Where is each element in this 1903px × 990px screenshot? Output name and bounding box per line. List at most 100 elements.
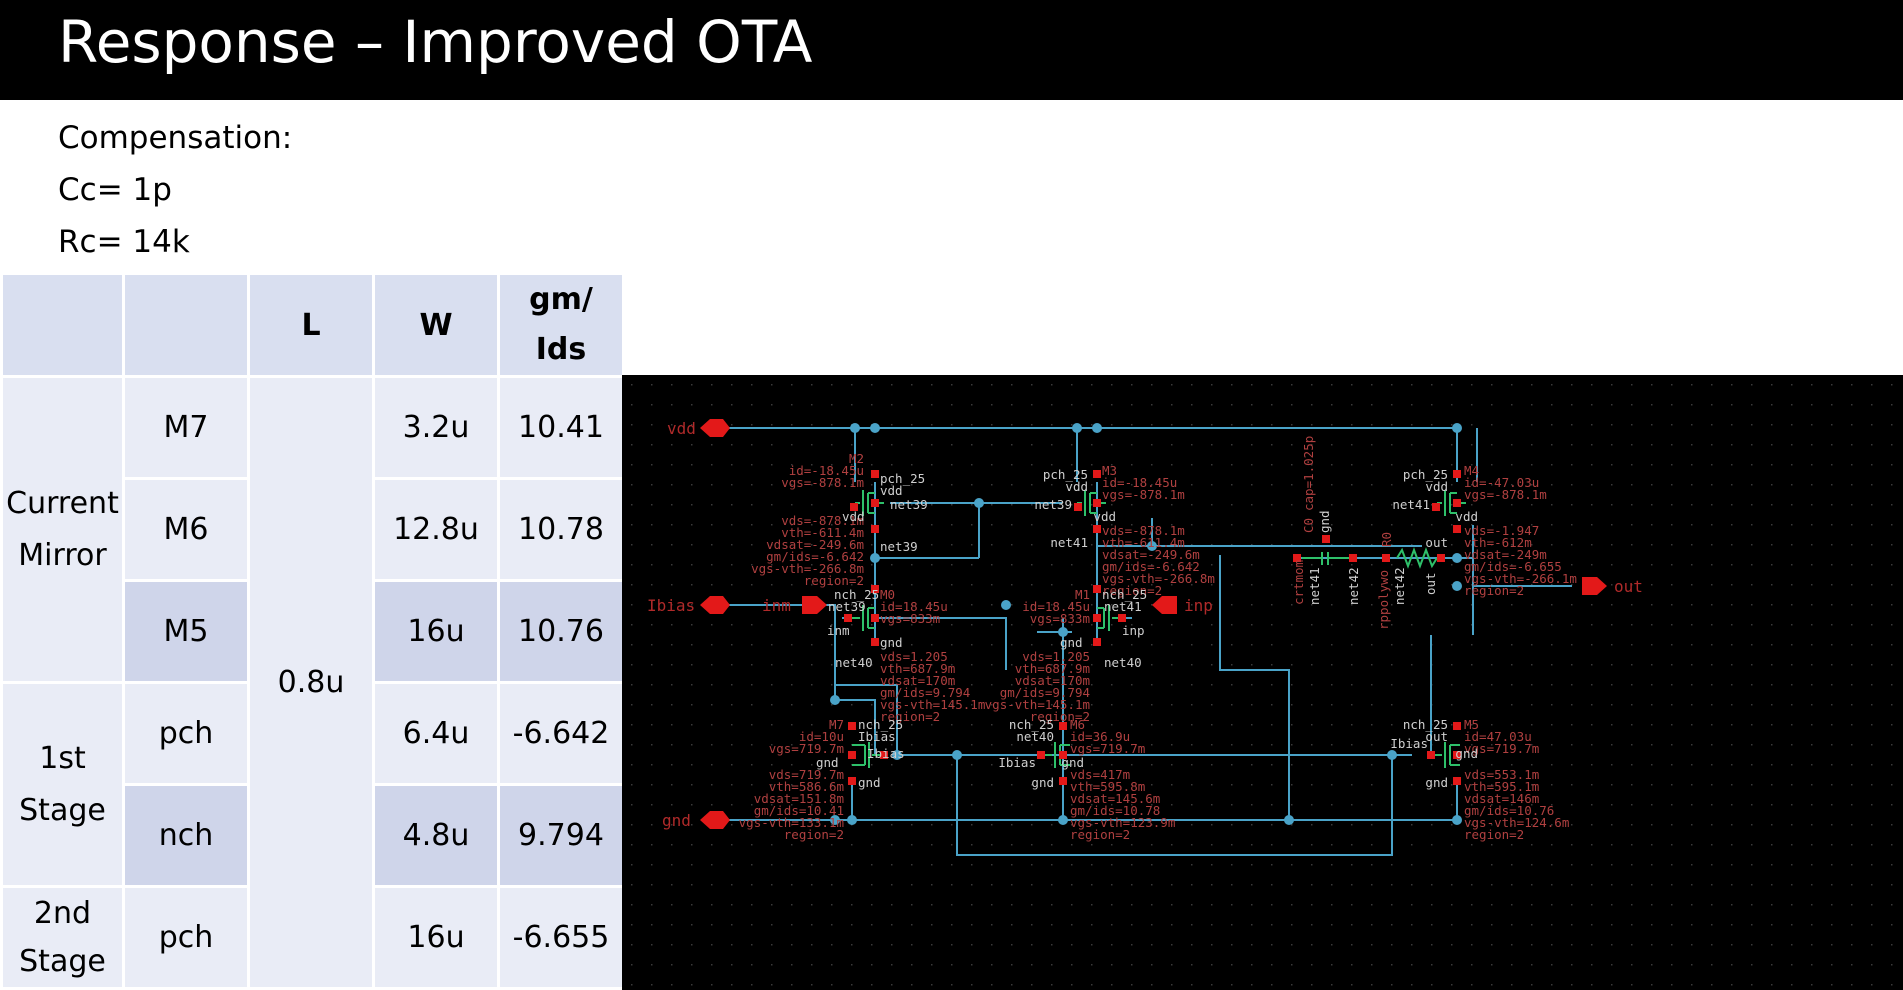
m0-region: region=2 bbox=[880, 709, 940, 724]
m1-vov: vgs-vth=145.1m bbox=[985, 697, 1090, 712]
m7-region: region=2 bbox=[784, 827, 844, 842]
inm-label: inm bbox=[762, 596, 791, 615]
schematic-canvas: vdd Ibias gnd inm inp out M2 id=-18.45u … bbox=[622, 375, 1903, 990]
r0-name: R0 bbox=[1379, 532, 1394, 547]
m2-vgs: vgs=-878.1m bbox=[781, 475, 864, 490]
m0-terminal: gnd bbox=[880, 635, 903, 650]
table-header-row: L W gm/Ids bbox=[0, 272, 625, 378]
m0-vdsat: vdsat=170m bbox=[880, 673, 955, 688]
m7-id: id=10u bbox=[799, 729, 844, 744]
header-l: L bbox=[247, 272, 375, 378]
m1-terminal: net40 bbox=[1104, 655, 1142, 670]
gmids-cell: 10.78 bbox=[497, 477, 625, 582]
c0-annotation: C0 cap=1.025p gnd crtmom net41 net42 bbox=[1291, 436, 1361, 605]
m4-region: region=2 bbox=[1464, 583, 1524, 598]
m4-annotation: M4 id=-47.03u vgs=-878.1m vds=-1.947 vth… bbox=[1392, 463, 1577, 598]
m7-vgs: vgs=719.7m bbox=[769, 741, 844, 756]
m5-vth: vth=595.1m bbox=[1464, 779, 1539, 794]
gmids-cell: 10.41 bbox=[497, 375, 625, 480]
m0-symbol bbox=[850, 605, 875, 631]
m6-model: nch_25 bbox=[1009, 717, 1054, 732]
m6-vth: vth=595.8m bbox=[1070, 779, 1145, 794]
m0-vov: vgs-vth=145.1m bbox=[880, 697, 985, 712]
m5-gmids: gm/ids=10.76 bbox=[1464, 803, 1554, 818]
m5-symbol bbox=[1432, 742, 1460, 768]
c0-cap: cap=1.025p bbox=[1301, 436, 1316, 511]
m2-terminal: net39 bbox=[890, 497, 928, 512]
device-cell: M6 bbox=[122, 477, 250, 582]
header-device bbox=[122, 272, 250, 378]
m1-gmids: gm/ids=9.794 bbox=[1000, 685, 1090, 700]
m2-vov: vgs-vth=-266.8m bbox=[751, 561, 864, 576]
group-label: 2nd bbox=[33, 895, 92, 931]
m3-vdsat: vdsat=-249.6m bbox=[1102, 547, 1200, 562]
m1-terminal: net41 bbox=[1104, 599, 1142, 614]
table-row: 1st Stage pch 6.4u -6.642 bbox=[0, 681, 625, 888]
m7-vov: vgs-vth=133.1m bbox=[739, 815, 844, 830]
m3-terminal: net39 bbox=[1034, 497, 1072, 512]
m2-annotation: M2 id=-18.45u vgs=-878.1m vds=-878.1m vt… bbox=[751, 451, 928, 588]
pin-labels: vdd Ibias gnd inm inp out bbox=[647, 419, 1643, 830]
m6-gmids: gm/ids=10.78 bbox=[1070, 803, 1160, 818]
m4-vds: vds=-1.947 bbox=[1464, 523, 1539, 538]
schematic-panel: vdd Ibias gnd inm inp out M2 id=-18.45u … bbox=[622, 375, 1903, 990]
m0-id: id=18.45u bbox=[880, 599, 948, 614]
r0-symbol bbox=[1396, 547, 1438, 569]
m7-terminal: gnd bbox=[816, 755, 839, 770]
m2-model: pch_25 bbox=[880, 471, 925, 486]
m7-model: nch_25 bbox=[858, 717, 903, 732]
m3-vov: vgs-vth=-266.8m bbox=[1102, 571, 1215, 586]
m1-terminal: gnd bbox=[1060, 635, 1083, 650]
m4-vgs: vgs=-878.1m bbox=[1464, 487, 1547, 502]
compensation-notes: Compensation: Cc= 1p Rc= 14k bbox=[58, 112, 292, 268]
r0-terminal: out bbox=[1423, 572, 1438, 595]
m0-terminal: net40 bbox=[835, 655, 873, 670]
header-gmids: gm/Ids bbox=[497, 272, 625, 378]
rc-value: Rc= 14k bbox=[58, 224, 190, 260]
m2-vth: vth=-611.4m bbox=[781, 525, 864, 540]
vdd-label: vdd bbox=[667, 419, 696, 438]
gmids-cell: 10.76 bbox=[497, 579, 625, 684]
m2-terminal: vdd bbox=[842, 509, 865, 524]
compensation-heading: Compensation: bbox=[58, 120, 293, 156]
c0-model: crtmom bbox=[1291, 560, 1306, 605]
out-label: out bbox=[1614, 577, 1643, 596]
w-cell: 4.8u bbox=[372, 783, 500, 888]
m7-vth: vth=586.6m bbox=[769, 779, 844, 794]
title-bar: Response – Improved OTA bbox=[0, 0, 1903, 100]
m7-vds: vds=719.7m bbox=[769, 767, 844, 782]
m3-id: id=-18.45u bbox=[1102, 475, 1177, 490]
m5-terminal: out bbox=[1425, 729, 1448, 744]
m0-vds: vds=1.205 bbox=[880, 649, 948, 664]
m3-vgs: vgs=-878.1m bbox=[1102, 487, 1185, 502]
m0-annotation: M0 id=18.45u vgs=833m vds=1.205 vth=687.… bbox=[827, 587, 985, 724]
m2-id: id=-18.45u bbox=[789, 463, 864, 478]
header-gmids-bottom: Ids bbox=[535, 332, 587, 367]
l-value-cell: 0.8u bbox=[247, 375, 375, 990]
m6-vov: vgs-vth=123.9m bbox=[1070, 815, 1175, 830]
m5-terminal: gnd bbox=[1425, 775, 1448, 790]
m5-vds: vds=553.1m bbox=[1464, 767, 1539, 782]
m0-gmids: gm/ids=9.794 bbox=[880, 685, 970, 700]
m4-model: pch_25 bbox=[1403, 467, 1448, 482]
c0-terminal: net42 bbox=[1346, 567, 1361, 605]
m2-vds: vds=-878.1m bbox=[781, 513, 864, 528]
r0-terminal: net42 bbox=[1392, 567, 1407, 605]
m3-terminal: net41 bbox=[1050, 535, 1088, 550]
w-cell: 16u bbox=[372, 885, 500, 990]
m6-name: M6 bbox=[1070, 717, 1085, 732]
c0-terminal: gnd bbox=[1317, 510, 1332, 533]
m5-vov: vgs-vth=124.6m bbox=[1464, 815, 1569, 830]
gmids-cell: 9.794 bbox=[497, 783, 625, 888]
group-2nd-stage: 2nd Stage bbox=[0, 885, 125, 990]
m7-gmids: gm/ids=10.41 bbox=[754, 803, 844, 818]
m1-id: id=18.45u bbox=[1022, 599, 1090, 614]
m6-vgs: vgs=719.7m bbox=[1070, 741, 1145, 756]
m6-vdsat: vdsat=145.6m bbox=[1070, 791, 1160, 806]
m4-name: M4 bbox=[1464, 463, 1479, 478]
m7-symbol bbox=[852, 742, 884, 768]
m2-terminal: net39 bbox=[880, 539, 918, 554]
m6-region: region=2 bbox=[1070, 827, 1130, 842]
m7-name: M7 bbox=[829, 717, 844, 732]
w-cell: 12.8u bbox=[372, 477, 500, 582]
